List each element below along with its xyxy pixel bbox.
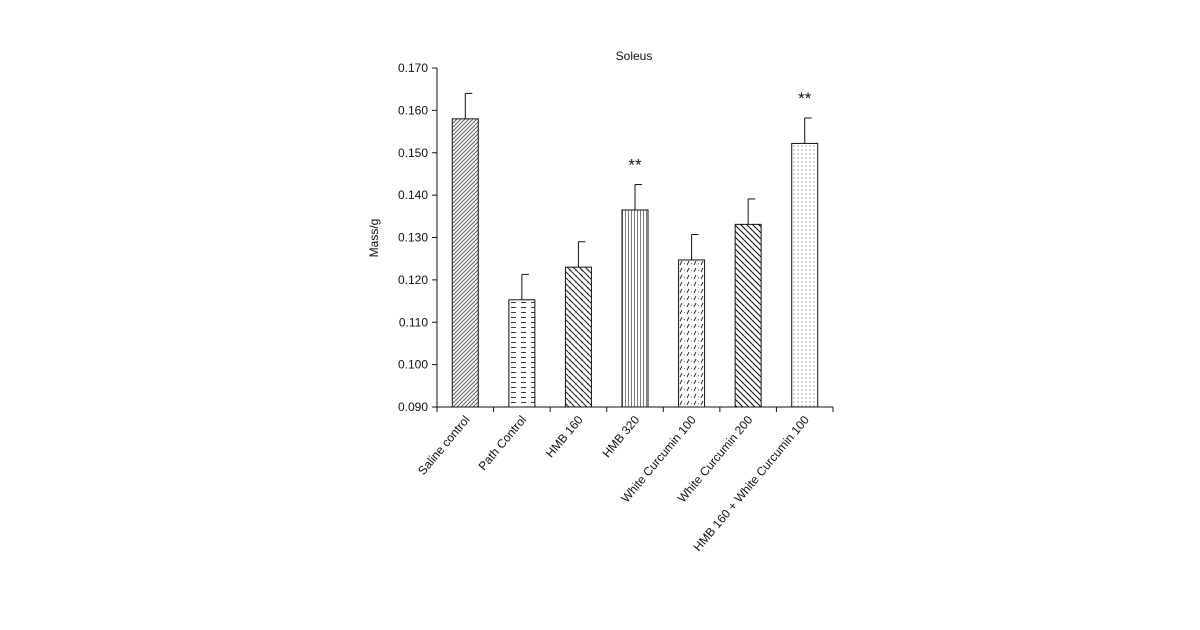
y-axis-label: Mass/g <box>367 219 381 258</box>
category-labels: Saline controlPath Control HMB 160 HMB 320… <box>415 413 812 554</box>
bar <box>452 119 478 407</box>
significance-label: ** <box>628 156 642 175</box>
y-tick-label: 0.170 <box>398 61 428 75</box>
y-tick-label: 0.090 <box>398 400 428 414</box>
y-ticks: 0.090 0.100 0.110 0.120 0.130 0.140 0.150 0.160… <box>398 61 437 414</box>
category-label: Path Control <box>476 413 530 473</box>
bar <box>735 224 761 407</box>
significance-label: ** <box>798 89 812 108</box>
category-label: HMB 160 <box>543 413 586 461</box>
category-label: HMB 320 <box>599 413 642 461</box>
y-tick-label: 0.100 <box>398 358 428 372</box>
y-tick-label: 0.140 <box>398 188 428 202</box>
y-tick-label: 0.150 <box>398 146 428 160</box>
bar <box>509 300 535 407</box>
y-tick-label: 0.110 <box>399 315 428 329</box>
bar <box>565 267 591 407</box>
category-label: HMB 160 + White Curcumin 100 <box>690 413 812 554</box>
y-tick-label: 0.160 <box>398 103 428 117</box>
y-tick-label: 0.130 <box>398 231 428 245</box>
y-tick-label: 0.120 <box>398 273 428 287</box>
bar <box>679 260 705 407</box>
bar <box>792 143 818 407</box>
bar <box>622 210 648 407</box>
significance-annotations: ** ** <box>628 89 811 175</box>
chart-title: Soleus <box>616 49 653 63</box>
category-label: Saline control <box>415 413 472 478</box>
